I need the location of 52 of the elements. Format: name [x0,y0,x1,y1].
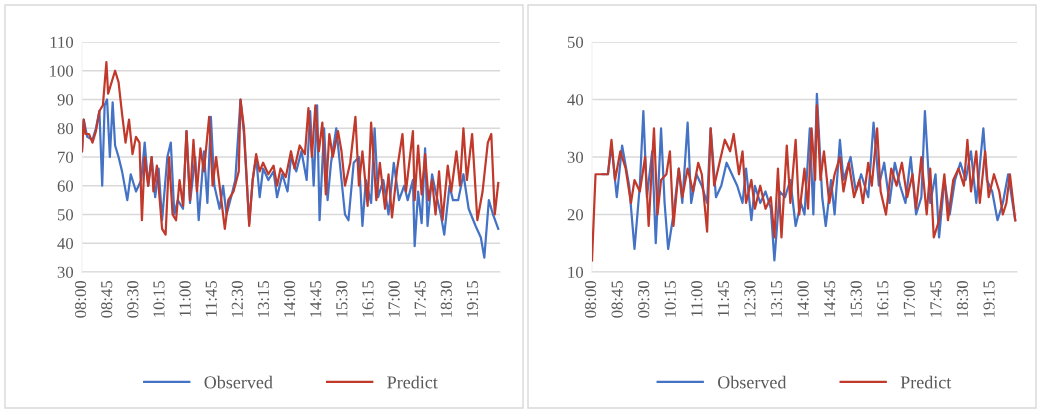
legend-label: Observed [717,375,787,389]
y-tick-label: 70 [58,151,74,163]
x-tick-label: 12:30 [231,280,243,317]
x-tick-label: 17:00 [388,280,400,317]
y-tick-label: 40 [567,94,584,106]
y-tick-label: 20 [567,209,584,221]
x-tick-label: 18:30 [440,280,452,317]
x-tick-label: 11:45 [205,280,217,317]
y-tick-label: 90 [57,94,74,106]
y-tick-label: 50 [57,209,74,221]
x-tick-label: 16:15 [877,280,889,317]
x-tick-label: 17:45 [414,280,426,317]
x-tick-label: 08:45 [611,280,623,318]
y-tick-label: 30 [567,151,584,163]
y-tick-label: 100 [50,65,74,77]
x-tick-label: 17:45 [930,280,942,317]
x-tick-label: 09:30 [127,280,139,318]
x-tick-label: 14:00 [283,280,296,317]
y-tick-label: 40 [57,237,74,250]
legend-label: Predict [900,375,952,389]
line-series [82,98,500,259]
y-tick-label: 10 [568,266,584,278]
x-tick-label: 14:45 [310,280,322,317]
x-tick-label: 12:30 [744,280,756,317]
x-tick-label: 15:30 [850,280,862,317]
x-tick-label: 13:15 [257,280,270,317]
x-tick-label: 09:30 [638,280,650,318]
y-tick-label: 110 [50,36,74,48]
x-tick-label: 19:15 [983,280,995,317]
line-series [82,61,500,236]
legend-label: Predict [387,375,438,389]
x-tick-label: 08:00 [584,280,597,318]
x-tick-label: 17:00 [903,280,915,317]
x-tick-label: 15:30 [336,280,348,317]
x-tick-label: 08:45 [101,280,113,318]
x-tick-label: 11:45 [717,280,730,317]
x-tick-label: 10:15 [153,280,165,317]
x-tick-label: 08:00 [74,280,87,318]
x-tick-label: 11:00 [691,280,703,317]
y-tick-label: 30 [57,266,74,278]
x-tick-label: 13:15 [770,280,783,317]
y-tick-label: 60 [57,180,74,192]
y-tick-label: 80 [57,122,74,135]
y-tick-label: 50 [567,36,584,48]
x-tick-label: 16:15 [362,280,374,317]
x-tick-label: 19:15 [466,280,479,317]
x-tick-label: 10:15 [664,280,676,317]
legend-label: Observed [204,375,273,389]
x-tick-label: 14:45 [824,280,836,317]
x-tick-label: 18:30 [956,280,969,317]
x-tick-label: 14:00 [797,280,809,317]
x-tick-label: 11:00 [179,280,191,317]
